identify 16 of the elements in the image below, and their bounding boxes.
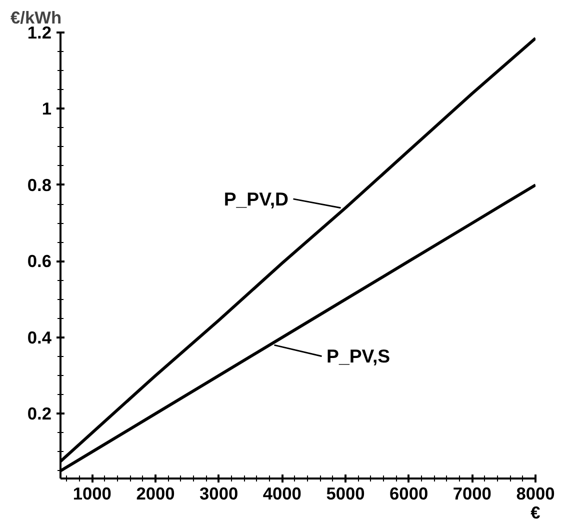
- y-tick-label: 1: [42, 98, 52, 119]
- x-tick-label: 6000: [390, 484, 428, 504]
- x-tick-label: 7000: [452, 484, 492, 504]
- x-tick-label: 3000: [200, 484, 238, 504]
- x-tick-label: 5000: [326, 484, 365, 504]
- x-axis-title: €: [530, 502, 541, 522]
- x-tick-label: 8000: [516, 484, 555, 504]
- series-label: P_PV,D: [224, 188, 289, 210]
- y-tick-label: 0.2: [27, 404, 52, 424]
- y-tick-label: 0.8: [27, 174, 52, 195]
- legend-label: P_PV,S: [326, 346, 390, 367]
- x-tick-label: 2000: [136, 484, 175, 504]
- y-tick-label: 0.4: [27, 327, 52, 348]
- x-tick-label: 1000: [72, 484, 112, 504]
- y-tick-label: 0.6: [27, 251, 52, 272]
- x-tick-label: 4000: [262, 484, 302, 504]
